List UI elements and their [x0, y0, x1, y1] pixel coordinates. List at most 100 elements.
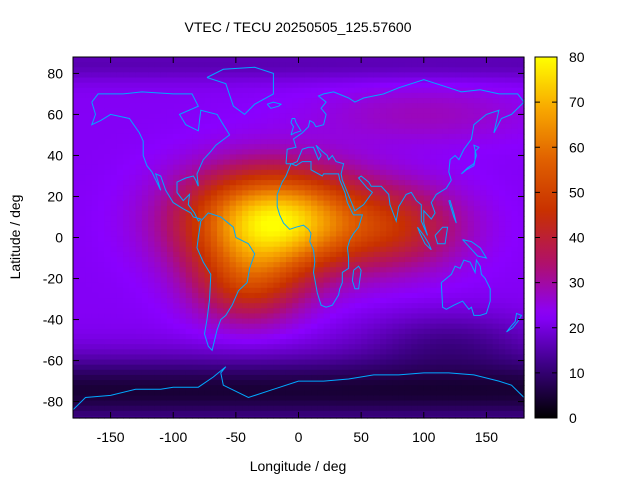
heatmap-cell — [260, 354, 268, 361]
heatmap-cell — [473, 251, 481, 258]
heatmap-cell — [467, 82, 475, 89]
heatmap-cell — [455, 123, 462, 130]
heatmap-cell — [267, 339, 275, 345]
heatmap-cell — [492, 246, 500, 253]
heatmap-cell — [423, 210, 431, 217]
heatmap-cell — [304, 231, 312, 238]
heatmap-cell — [473, 87, 481, 94]
heatmap-cell — [317, 108, 325, 115]
heatmap-cell — [448, 72, 456, 79]
heatmap-cell — [373, 57, 381, 63]
heatmap-cell — [404, 415, 412, 419]
heatmap-cell — [492, 210, 500, 217]
heatmap-cell — [354, 236, 362, 243]
heatmap-cell — [141, 308, 149, 314]
heatmap-cell — [267, 72, 275, 79]
heatmap-cell — [392, 72, 400, 79]
heatmap-cell — [135, 313, 143, 320]
heatmap-cell — [217, 364, 224, 371]
heatmap-cell — [473, 231, 481, 238]
heatmap-cell — [298, 374, 306, 381]
heatmap-cell — [260, 241, 268, 248]
heatmap-cell — [455, 82, 462, 89]
heatmap-cell — [79, 256, 87, 263]
heatmap-cell — [210, 415, 218, 419]
heatmap-cell — [473, 210, 481, 217]
heatmap-cell — [423, 174, 431, 181]
heatmap-cell — [348, 210, 356, 217]
heatmap-cell — [467, 67, 475, 73]
heatmap-cell — [336, 405, 343, 412]
heatmap-cell — [110, 344, 118, 350]
heatmap-cell — [304, 128, 312, 135]
heatmap-cell — [492, 236, 500, 243]
heatmap-cell — [148, 159, 156, 166]
heatmap-cell — [367, 415, 375, 419]
heatmap-cell — [285, 339, 293, 345]
heatmap-cell — [317, 72, 325, 79]
heatmap-cell — [492, 390, 500, 397]
heatmap-cell — [135, 113, 143, 120]
heatmap-cell — [461, 267, 469, 273]
heatmap-cell — [411, 374, 419, 381]
heatmap-cell — [311, 108, 318, 115]
heatmap-cell — [73, 364, 80, 371]
heatmap-cell — [448, 139, 456, 145]
heatmap-cell — [292, 164, 300, 171]
heatmap-cell — [448, 333, 456, 340]
heatmap-cell — [455, 292, 462, 299]
heatmap-cell — [411, 57, 419, 63]
heatmap-cell — [442, 133, 450, 140]
heatmap-cell — [467, 349, 475, 356]
heatmap-cell — [135, 123, 143, 130]
heatmap-cell — [505, 123, 513, 130]
heatmap-cell — [123, 251, 130, 258]
heatmap-cell — [210, 354, 218, 361]
heatmap-cell — [204, 328, 212, 335]
heatmap-cell — [473, 174, 481, 181]
heatmap-cell — [91, 256, 99, 263]
heatmap-cell — [148, 180, 156, 186]
heatmap-cell — [279, 262, 287, 268]
heatmap-cell — [461, 205, 469, 212]
heatmap-cell — [273, 318, 281, 325]
heatmap-cell — [348, 215, 356, 222]
heatmap-cell — [248, 318, 256, 325]
heatmap-cell — [480, 180, 488, 186]
heatmap-cell — [298, 292, 306, 299]
heatmap-cell — [141, 118, 149, 125]
heatmap-cell — [404, 103, 412, 109]
heatmap-cell — [480, 292, 488, 299]
heatmap-cell — [473, 103, 481, 109]
heatmap-cell — [411, 185, 419, 191]
heatmap-cell — [135, 344, 143, 350]
heatmap-cell — [154, 221, 162, 227]
heatmap-cell — [192, 67, 199, 73]
heatmap-cell — [242, 390, 249, 397]
heatmap-cell — [473, 123, 481, 130]
heatmap-cell — [135, 133, 143, 140]
heatmap-cell — [173, 159, 181, 166]
heatmap-cell — [285, 87, 293, 94]
heatmap-cell — [185, 169, 193, 176]
heatmap-cell — [73, 180, 80, 186]
heatmap-cell — [98, 174, 105, 181]
heatmap-cell — [348, 303, 356, 309]
heatmap-cell — [260, 154, 268, 161]
heatmap-cell — [166, 400, 174, 407]
heatmap-cell — [160, 174, 168, 181]
heatmap-cell — [260, 251, 268, 258]
heatmap-cell — [217, 108, 224, 115]
heatmap-cell — [505, 354, 513, 361]
heatmap-cell — [141, 195, 149, 202]
heatmap-cell — [473, 77, 481, 84]
heatmap-cell — [148, 328, 156, 335]
heatmap-cell — [317, 103, 325, 109]
heatmap-cell — [436, 395, 444, 402]
heatmap-cell — [235, 128, 243, 135]
heatmap-cell — [217, 374, 224, 381]
heatmap-cell — [98, 185, 105, 191]
heatmap-cell — [154, 231, 162, 238]
heatmap-cell — [511, 67, 519, 73]
heatmap-cell — [342, 328, 350, 335]
